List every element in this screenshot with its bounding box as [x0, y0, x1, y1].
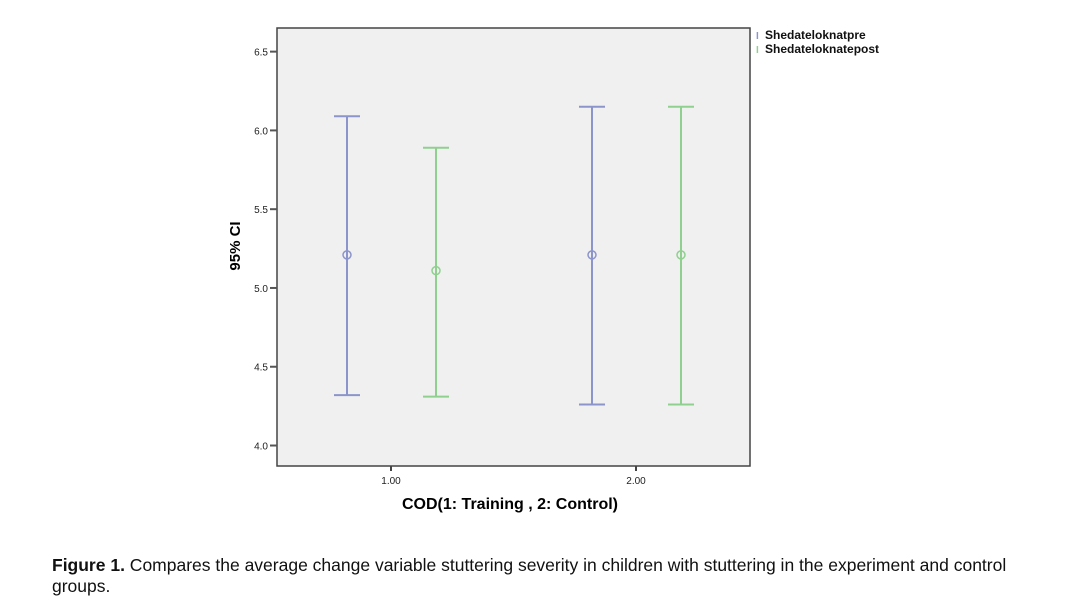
- figure-caption: Figure 1. Compares the average change va…: [52, 555, 1062, 597]
- error-bar-chart: 4.0 4.5 5.0 5.5 6.0 6.5 1.00 2.00 I Shedatelokn…: [227, 27, 879, 513]
- y-tick-label: 6.0: [254, 126, 268, 137]
- x-tick-label: 1.00: [381, 476, 401, 487]
- y-tick-label: 6.5: [254, 48, 268, 59]
- y-tick-label: 5.5: [254, 205, 268, 216]
- x-axis-label: COD(1: Training , 2: Control): [402, 496, 618, 513]
- legend-label: Shedateloknatepost: [765, 42, 879, 56]
- plot-area: [276, 27, 751, 467]
- y-axis-label: 95% CI: [227, 221, 244, 270]
- legend-marker-icon: I: [756, 45, 759, 56]
- caption-text: Compares the average change variable stu…: [52, 555, 1007, 596]
- mean-marker: [342, 250, 352, 260]
- mean-marker: [587, 250, 597, 260]
- x-tick-label: 2.00: [626, 476, 646, 487]
- y-tick-label: 4.5: [254, 363, 268, 374]
- caption-label: Figure 1.: [52, 555, 125, 575]
- legend-marker-icon: I: [756, 31, 759, 42]
- mean-marker: [431, 265, 441, 276]
- legend-label: Shedateloknatpre: [765, 28, 866, 42]
- y-tick-label: 4.0: [254, 442, 268, 453]
- y-tick-label: 5.0: [254, 284, 268, 295]
- mean-marker: [676, 250, 686, 260]
